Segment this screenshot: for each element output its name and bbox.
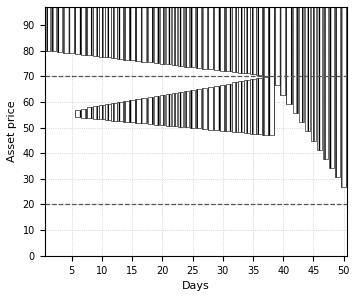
- Bar: [323, 7, 328, 159]
- Bar: [262, 77, 268, 135]
- Bar: [317, 7, 322, 150]
- Bar: [184, 7, 189, 66]
- Bar: [244, 7, 250, 73]
- Bar: [190, 90, 195, 128]
- Bar: [214, 7, 220, 70]
- Bar: [202, 88, 207, 129]
- Bar: [250, 7, 256, 74]
- Bar: [135, 7, 141, 61]
- Bar: [268, 76, 274, 135]
- Bar: [166, 7, 171, 64]
- Bar: [190, 7, 195, 67]
- Bar: [129, 100, 135, 122]
- Bar: [341, 7, 346, 187]
- Bar: [311, 7, 316, 141]
- Bar: [117, 7, 123, 59]
- Bar: [154, 7, 159, 63]
- Bar: [184, 91, 189, 127]
- Bar: [298, 7, 304, 122]
- Bar: [81, 108, 87, 118]
- Bar: [141, 7, 147, 62]
- Bar: [160, 7, 165, 64]
- Bar: [256, 78, 262, 134]
- Bar: [129, 7, 135, 60]
- Bar: [232, 83, 238, 132]
- Bar: [268, 7, 274, 76]
- Bar: [275, 7, 280, 86]
- Bar: [214, 86, 220, 130]
- Bar: [262, 7, 268, 75]
- Bar: [81, 7, 87, 55]
- Bar: [178, 92, 183, 127]
- Bar: [63, 7, 69, 53]
- Bar: [196, 89, 201, 128]
- Bar: [335, 7, 340, 177]
- Bar: [111, 7, 117, 58]
- Bar: [166, 94, 171, 126]
- Bar: [220, 85, 226, 131]
- Bar: [220, 7, 226, 71]
- X-axis label: Days: Days: [182, 281, 210, 291]
- Bar: [124, 7, 129, 60]
- Bar: [99, 105, 105, 119]
- Bar: [141, 98, 147, 123]
- Bar: [208, 7, 213, 69]
- Bar: [172, 7, 177, 65]
- Bar: [135, 99, 141, 123]
- Bar: [208, 87, 213, 130]
- Bar: [69, 7, 75, 53]
- Bar: [178, 7, 183, 66]
- Bar: [329, 7, 334, 168]
- Bar: [124, 101, 129, 122]
- Bar: [160, 95, 165, 125]
- Bar: [93, 7, 99, 56]
- Bar: [238, 81, 244, 132]
- Bar: [87, 7, 93, 55]
- Bar: [105, 7, 111, 58]
- Bar: [75, 110, 81, 117]
- Bar: [232, 7, 238, 72]
- Bar: [250, 79, 256, 134]
- Bar: [93, 106, 99, 119]
- Bar: [305, 7, 310, 131]
- Bar: [147, 97, 153, 124]
- Bar: [281, 7, 286, 94]
- Bar: [292, 7, 298, 113]
- Bar: [226, 83, 232, 131]
- Bar: [154, 96, 159, 125]
- Bar: [238, 7, 244, 73]
- Bar: [45, 7, 50, 51]
- Bar: [226, 7, 232, 71]
- Bar: [286, 7, 292, 104]
- Bar: [244, 80, 250, 133]
- Bar: [51, 7, 56, 51]
- Bar: [105, 104, 111, 120]
- Bar: [256, 7, 262, 75]
- Bar: [147, 7, 153, 62]
- Bar: [57, 7, 62, 52]
- Bar: [75, 7, 81, 54]
- Bar: [196, 7, 201, 68]
- Bar: [202, 7, 207, 69]
- Bar: [87, 108, 93, 118]
- Bar: [117, 102, 123, 121]
- Bar: [172, 93, 177, 126]
- Y-axis label: Asset price: Asset price: [7, 100, 17, 162]
- Bar: [111, 103, 117, 121]
- Bar: [99, 7, 105, 57]
